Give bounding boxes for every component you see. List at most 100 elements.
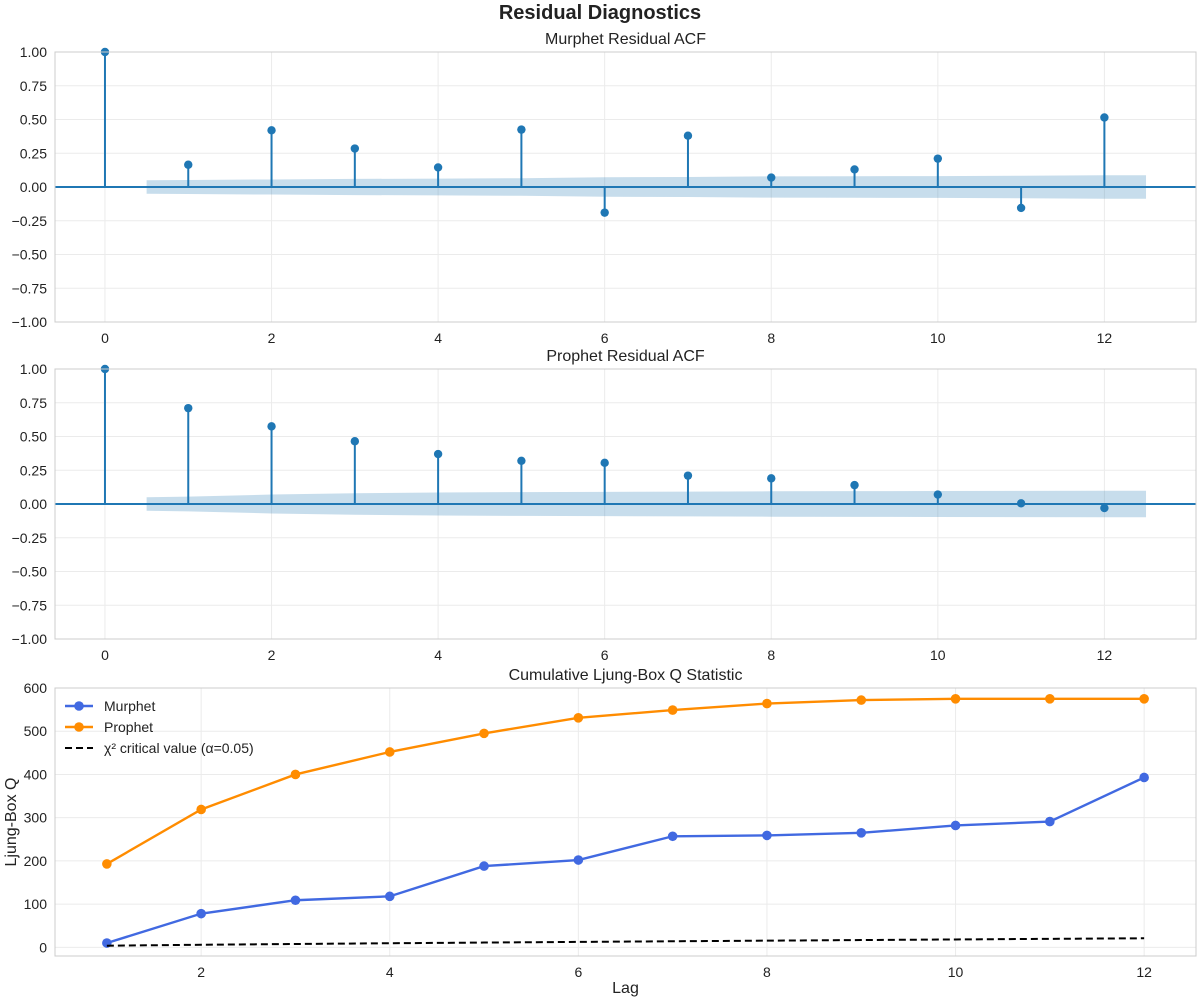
x-tick-label: 4 (434, 330, 442, 346)
y-tick-label: 100 (24, 896, 48, 912)
x-tick-label: 12 (1097, 330, 1113, 346)
acf-point (267, 422, 276, 431)
x-axis-label: Lag (612, 980, 639, 997)
x-tick-label: 6 (574, 964, 582, 980)
x-tick-label: 0 (101, 330, 109, 346)
acf-point (350, 437, 360, 446)
series-point (1139, 694, 1149, 704)
acf-point (683, 471, 693, 480)
legend-marker (74, 701, 84, 711)
acf-point (933, 490, 943, 499)
acf-point (517, 456, 526, 465)
series-point (384, 747, 395, 757)
acf-point (600, 458, 609, 468)
series-point (1045, 694, 1055, 704)
x-tick-label: 2 (268, 647, 276, 663)
legend-label: Prophet (104, 719, 153, 735)
y-tick-label: −0.50 (12, 564, 48, 580)
acf-point (1100, 113, 1109, 122)
y-tick-label: 300 (24, 810, 48, 826)
acf-point (267, 126, 276, 135)
y-tick-label: 1.00 (20, 44, 47, 60)
plot-frame (54, 687, 1197, 957)
series-point (856, 828, 867, 838)
y-tick-label: 1.00 (20, 361, 47, 377)
y-tick-label: 0.25 (20, 145, 47, 161)
y-tick-label: −0.25 (12, 530, 48, 546)
x-tick-label: 10 (930, 330, 946, 346)
plot-frame (54, 368, 1197, 640)
x-tick-label: 6 (601, 647, 609, 663)
series-point (950, 694, 961, 704)
panel-1: Murphet Residual ACF 0 2 4 6 8 10 12 −1.00 −0.75 −… (12, 31, 1197, 346)
legend-label: Murphet (104, 698, 155, 714)
panel-2: Prophet Residual ACF 0 2 4 6 8 10 12 −1.00 −0.75 −… (12, 348, 1197, 663)
series-point (573, 713, 584, 723)
y-tick-label: −1.00 (12, 314, 48, 330)
x-tick-label: 8 (767, 330, 775, 346)
series-point (762, 830, 772, 841)
series-point (290, 769, 301, 780)
legend-marker (74, 722, 84, 732)
x-tick-label: 0 (101, 647, 109, 663)
series-point (1045, 816, 1055, 827)
series-point (950, 820, 961, 831)
plot-frame (54, 51, 1197, 323)
acf-point (767, 474, 776, 483)
panel-title: Cumulative Ljung-Box Q Statistic (509, 667, 743, 684)
series-point (856, 695, 867, 705)
y-tick-label: −1.00 (12, 631, 48, 647)
y-tick-label: 0.50 (20, 112, 47, 128)
y-tick-label: 0.50 (20, 429, 47, 445)
x-tick-label: 4 (386, 964, 394, 980)
panel-3: Cumulative Ljung-Box Q Statistic 2 4 6 8 10 12… (3, 667, 1197, 997)
acf-point (350, 144, 360, 153)
y-tick-label: −0.75 (12, 280, 48, 296)
y-tick-label: 0.25 (20, 462, 47, 478)
series-point (384, 891, 395, 902)
y-tick-label: −0.50 (12, 247, 48, 263)
series-point (1139, 772, 1149, 783)
x-tick-label: 12 (1136, 964, 1152, 980)
series-point (479, 728, 489, 739)
acf-point (184, 160, 193, 169)
series-point (479, 861, 489, 871)
y-tick-label: 200 (24, 853, 48, 869)
y-tick-label: 0.00 (20, 179, 47, 195)
acf-point (433, 449, 443, 459)
x-tick-label: 10 (930, 647, 946, 663)
series-line (106, 697, 1145, 865)
panel-title: Murphet Residual ACF (545, 31, 706, 48)
series-point (573, 855, 584, 865)
legend-label: χ² critical value (α=0.05) (104, 740, 254, 756)
series-point (196, 908, 206, 919)
y-tick-label: −0.75 (12, 597, 48, 613)
x-tick-label: 10 (948, 964, 964, 980)
x-tick-label: 8 (767, 647, 775, 663)
panel-title: Prophet Residual ACF (546, 348, 705, 365)
acf-point (1016, 499, 1026, 508)
x-tick-label: 2 (197, 964, 205, 980)
figure-title: Residual Diagnostics (499, 2, 701, 24)
series-point (667, 831, 678, 842)
acf-point (517, 125, 526, 134)
acf-point (933, 154, 943, 163)
acf-point (683, 131, 693, 140)
acf-point (850, 480, 859, 490)
y-tick-label: 0.75 (20, 395, 47, 411)
plot-area (55, 688, 1196, 956)
x-tick-label: 4 (434, 647, 442, 663)
acf-point (1100, 503, 1109, 513)
y-tick-label: 400 (24, 766, 48, 782)
y-tick-label: 0.75 (20, 78, 47, 94)
y-axis-label: Ljung-Box Q (3, 778, 20, 867)
y-tick-label: 600 (24, 680, 48, 696)
series-point (290, 895, 301, 906)
x-tick-label: 12 (1097, 647, 1113, 663)
acf-point (767, 173, 776, 182)
x-tick-label: 6 (601, 330, 609, 346)
y-tick-label: 500 (24, 723, 48, 739)
series-line (106, 776, 1145, 945)
